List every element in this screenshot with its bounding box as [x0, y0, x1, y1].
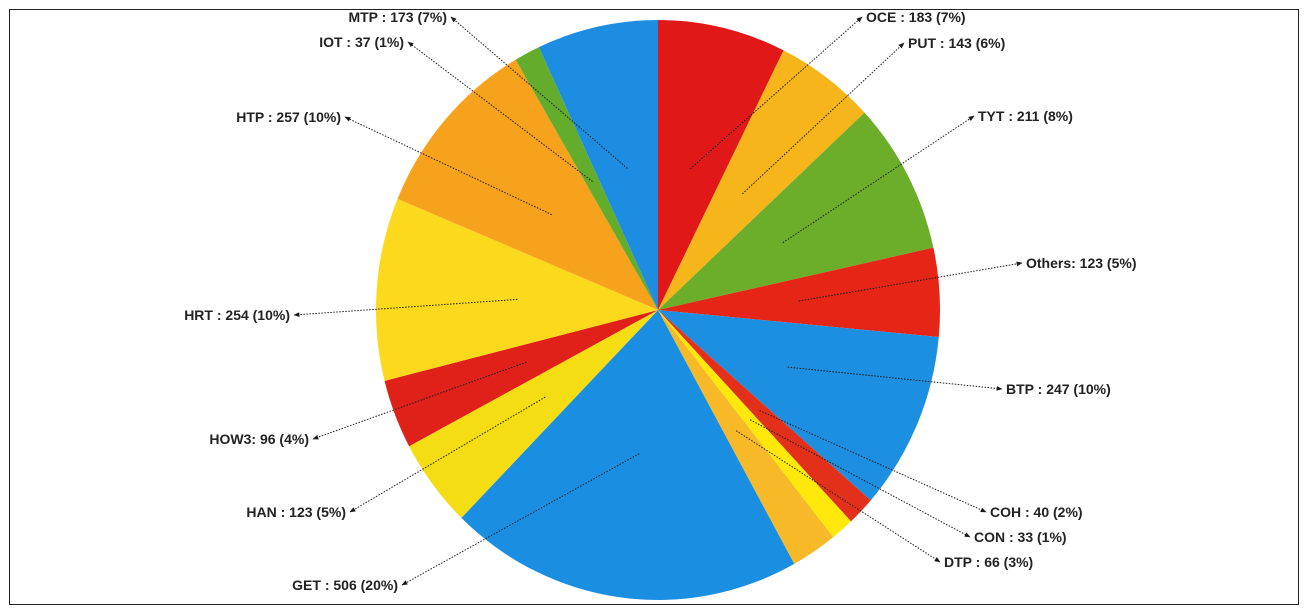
label-get: GET : 506 (20%): [292, 577, 398, 593]
slice-how3[interactable]: [384, 310, 658, 447]
slice-dtp[interactable]: [658, 310, 834, 564]
slice-others[interactable]: [658, 247, 940, 338]
pie-slices: [375, 20, 940, 600]
leader-get: [401, 453, 640, 586]
label-dtp: DTP : 66 (3%): [944, 554, 1033, 570]
slice-hrt[interactable]: [375, 198, 658, 381]
slice-get[interactable]: [461, 310, 795, 600]
label-con: CON : 33 (1%): [974, 529, 1067, 545]
label-htp: HTP : 257 (10%): [236, 109, 341, 125]
leader-hrt: [293, 298, 518, 318]
slice-oce[interactable]: [658, 20, 784, 310]
slice-labels: OCE : 183 (7%) PUT : 143 (6%) TYT : 211 (8…: [184, 9, 1136, 593]
label-coh: COH : 40 (2%): [990, 504, 1083, 520]
label-put: PUT : 143 (6%): [908, 35, 1005, 51]
leader-put: [742, 42, 905, 195]
slice-mtp[interactable]: [538, 20, 658, 310]
label-hrt: HRT : 254 (10%): [184, 307, 290, 323]
label-tyt: TYT : 211 (8%): [978, 108, 1073, 124]
slice-iot[interactable]: [515, 47, 658, 311]
leader-dtp: [735, 430, 941, 563]
label-others: Others: 123 (5%): [1026, 255, 1136, 271]
leader-htp: [344, 116, 552, 216]
leader-coh: [759, 410, 987, 513]
leader-how3: [312, 361, 527, 440]
label-how3: HOW3: 96 (4%): [209, 431, 309, 447]
label-btp: BTP : 247 (10%): [1006, 381, 1111, 397]
slice-han[interactable]: [409, 310, 658, 518]
label-leaders: [293, 16, 1023, 586]
leader-oce: [689, 16, 863, 170]
leader-tyt: [782, 115, 975, 244]
leader-iot: [407, 41, 593, 182]
slice-coh[interactable]: [658, 310, 871, 522]
label-han: HAN : 123 (5%): [246, 504, 346, 520]
slice-put[interactable]: [658, 50, 865, 311]
label-mtp: MTP : 173 (7%): [348, 9, 447, 25]
slice-tyt[interactable]: [658, 112, 934, 310]
slice-htp[interactable]: [397, 59, 658, 311]
label-iot: IOT : 37 (1%): [319, 34, 404, 50]
slice-btp[interactable]: [658, 310, 939, 501]
leader-con: [749, 419, 971, 538]
label-oce: OCE : 183 (7%): [866, 9, 966, 25]
slice-con[interactable]: [658, 310, 852, 538]
